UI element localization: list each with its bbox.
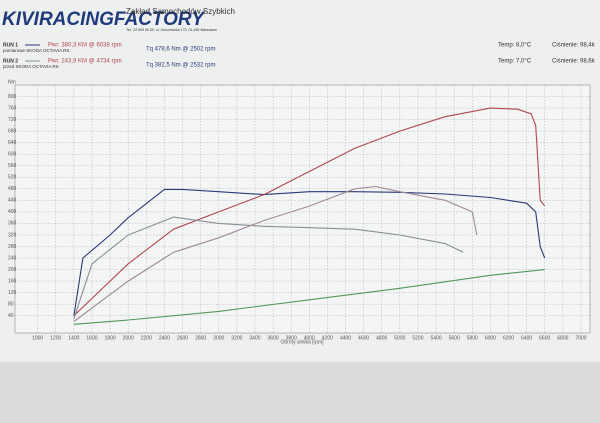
run-label: RUN 2	[3, 58, 18, 64]
y-tick-label: 600	[8, 152, 17, 158]
run-power: Pwr. 243,9 KM @ 4734 rpm	[48, 59, 122, 65]
x-tick-label: 4800	[376, 335, 387, 341]
x-tick-label: 2600	[177, 335, 188, 341]
y-tick-label: 640	[8, 140, 17, 146]
run-pressure: Ciśnienie: 98,6k	[552, 59, 596, 65]
run-torque: Tq 478,6 Nm @ 2502 rpm	[146, 47, 215, 53]
run-torque: Tq 382,5 Nm @ 2532 rpm	[146, 63, 215, 69]
x-tick-label: 6600	[539, 335, 550, 341]
y-tick-label: 80	[8, 301, 14, 307]
run-label: RUN 1	[3, 42, 18, 48]
y-tick-label: 40	[8, 313, 14, 319]
address: Tel.: 22 699 60 60, ul. Górczewska 179, …	[126, 28, 217, 32]
x-tick-label: 6400	[521, 335, 532, 341]
x-tick-label: 4600	[358, 335, 369, 341]
series-line	[73, 185, 478, 322]
y-tick-label: 200	[8, 267, 17, 273]
x-tick-label: 3000	[213, 335, 224, 341]
x-tick-label: 2200	[141, 335, 152, 341]
y-tick-label: 560	[8, 163, 17, 169]
x-tick-label: 5200	[412, 335, 423, 341]
plot-area	[14, 84, 591, 334]
company: Zakład Samochodów Szybkich	[126, 7, 235, 16]
y-tick-label: 480	[8, 186, 17, 192]
y-tick-label: 720	[8, 117, 17, 123]
run-car: przed SKODA OCTAVIA RS	[3, 64, 59, 69]
y-tick-label: 680	[8, 128, 17, 134]
x-axis-label: Obroty silnika [rpm]	[280, 339, 324, 345]
y-tick-label: 280	[8, 244, 17, 250]
x-tick-label: 7000	[575, 335, 586, 341]
y-tick-label: 240	[8, 255, 17, 261]
y-tick-label: 120	[8, 290, 17, 296]
series-line	[73, 216, 464, 319]
x-tick-label: 2000	[123, 335, 134, 341]
x-tick-label: 1600	[86, 335, 97, 341]
x-tick-label: 5800	[467, 335, 478, 341]
x-tick-label: 2400	[159, 335, 170, 341]
y-tick-label: 160	[8, 278, 17, 284]
series-line	[73, 269, 545, 325]
y-tick-label: 360	[8, 221, 17, 227]
y-tick-label: 320	[8, 232, 17, 238]
run-temp: Temp: 7,0°C	[498, 59, 532, 65]
x-tick-label: 3200	[231, 335, 242, 341]
run-pressure: Ciśnienie: 98,4k	[552, 43, 596, 49]
x-tick-label: 3400	[249, 335, 260, 341]
x-tick-label: 4400	[340, 335, 351, 341]
y-tick-label: 440	[8, 198, 17, 204]
x-tick-label: 1000	[32, 335, 43, 341]
x-tick-label: 4000	[304, 335, 315, 341]
x-tick-label: 2800	[195, 335, 206, 341]
x-tick-label: 5600	[449, 335, 460, 341]
series-line	[73, 188, 546, 316]
x-tick-label: 5400	[431, 335, 442, 341]
logo: KIVIRACINGFACTORY	[2, 9, 206, 30]
x-tick-label: 1800	[105, 335, 116, 341]
x-tick-label: 1200	[50, 335, 61, 341]
series-line	[73, 107, 546, 317]
x-tick-label: 6800	[557, 335, 568, 341]
x-tick-label: 6200	[503, 335, 514, 341]
run-power: Pwr. 380,3 KM @ 6038 rpm	[48, 43, 122, 49]
y-tick-label: 400	[8, 209, 17, 215]
run-car: pomiarowe SKODA OCTAVIA RS	[3, 48, 69, 53]
x-tick-label: 4200	[322, 335, 333, 341]
x-tick-label: 5000	[394, 335, 405, 341]
y-tick-label: 760	[8, 105, 17, 111]
x-tick-label: 3600	[268, 335, 279, 341]
x-tick-label: 1400	[68, 335, 79, 341]
x-tick-label: 3800	[286, 335, 297, 341]
y-tick-label: 520	[8, 175, 17, 181]
y-tick-label: 800	[8, 94, 17, 100]
y-axis-label: Nm	[8, 79, 16, 85]
x-tick-label: 6000	[485, 335, 496, 341]
run-temp: Temp: 8,0°C	[498, 43, 532, 49]
